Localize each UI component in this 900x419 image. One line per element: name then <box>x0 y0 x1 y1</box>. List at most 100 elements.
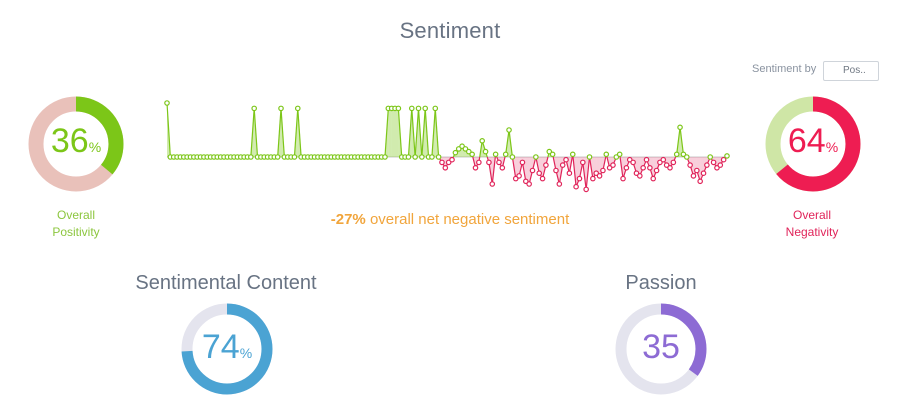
chart-point <box>419 154 425 160</box>
chart-point <box>549 151 556 158</box>
chart-point <box>647 165 653 171</box>
chart-point <box>469 151 475 158</box>
chart-point <box>502 151 509 158</box>
chart-point <box>251 105 257 112</box>
chart-point <box>291 154 298 160</box>
passion-ring <box>615 303 707 395</box>
chart-area-segment <box>388 108 392 157</box>
passion-title: Passion <box>625 272 697 294</box>
positivity-ring <box>28 96 124 192</box>
negativity-value: 64 <box>787 122 826 160</box>
chart-line-segment <box>585 156 591 190</box>
chart-point <box>694 167 700 174</box>
chart-point <box>519 159 526 166</box>
chart-line-segment <box>511 156 517 179</box>
negativity-label-line1: Overall <box>792 208 831 222</box>
chart-line-segment <box>588 156 594 179</box>
chart-point <box>660 156 667 163</box>
chart-area-segment <box>525 157 530 184</box>
chart-line-segment <box>676 127 681 155</box>
chart-point <box>405 154 412 160</box>
sentiment-sort-select[interactable]: Pos.. <box>823 61 879 81</box>
chart-point <box>717 162 724 168</box>
chart-line-segment <box>488 162 493 185</box>
chart-line-segment <box>424 108 430 158</box>
negativity-arc <box>765 96 861 192</box>
chart-point <box>164 100 170 106</box>
chart-area-segment <box>515 157 520 179</box>
chart-line-segment <box>521 162 527 182</box>
chart-point <box>382 154 388 160</box>
passion-arc <box>615 303 707 395</box>
net-sentiment-summary: -27% overall net negative sentiment <box>0 211 900 228</box>
chart-point <box>569 151 576 158</box>
chart-line-segment <box>558 164 564 185</box>
chart-point <box>472 165 479 171</box>
chart-line-segment <box>582 162 587 190</box>
chart-line-segment <box>572 156 577 187</box>
chart-point <box>449 156 455 163</box>
chart-line-segment <box>407 108 413 158</box>
positivity-donut: 36% <box>27 95 125 193</box>
chart-line-segment <box>397 108 403 158</box>
chart-point <box>486 159 492 166</box>
chart-point <box>573 183 579 190</box>
chart-point <box>687 162 693 168</box>
chart-line-segment <box>421 108 426 158</box>
chart-point <box>435 154 442 160</box>
chart-point <box>408 105 415 112</box>
chart-point <box>533 154 539 160</box>
negativity-ring <box>765 96 861 192</box>
chart-area-segment <box>700 157 704 182</box>
chart-area-segment <box>254 108 258 157</box>
chart-point <box>620 175 626 182</box>
negativity-label: Overall Negativity <box>766 207 858 241</box>
chart-line-segment <box>166 102 171 158</box>
chart-point <box>499 165 506 171</box>
chart-point <box>543 162 549 168</box>
chart-point <box>583 186 589 193</box>
chart-point <box>566 170 573 177</box>
chart-point <box>596 173 603 179</box>
chart-area-segment <box>686 157 691 166</box>
chart-area-segment <box>391 108 396 157</box>
chart-point <box>553 167 559 174</box>
positivity-arc <box>28 96 124 192</box>
chart-line-segment <box>277 108 282 158</box>
chart-point <box>720 156 727 163</box>
chart-point <box>563 156 569 163</box>
chart-point <box>707 154 714 160</box>
chart-point <box>630 159 636 166</box>
chart-point <box>586 154 593 160</box>
chart-point <box>529 167 536 174</box>
chart-line-segment <box>431 108 436 158</box>
chart-point <box>506 127 512 133</box>
positivity-label: Overall Positivity <box>30 207 122 241</box>
positivity-unit: % <box>88 139 102 155</box>
sentimental-content-ring <box>181 303 273 395</box>
chart-line-segment <box>679 127 685 155</box>
chart-line-segment <box>491 156 496 185</box>
net-sentiment-text: overall net negative sentiment <box>369 211 570 228</box>
chart-area-segment <box>706 157 711 166</box>
chart-point <box>492 151 499 158</box>
chart-point <box>509 154 516 160</box>
net-sentiment-value: -27% <box>330 211 366 228</box>
chart-area-segment <box>653 157 657 179</box>
chart-line-segment <box>280 108 285 158</box>
chart-point <box>576 175 583 182</box>
chart-point <box>476 159 482 166</box>
chart-point <box>395 105 402 112</box>
chart-point <box>690 173 697 179</box>
chart-line-segment <box>414 108 420 158</box>
sentiment-by-label: Sentiment by <box>752 63 817 75</box>
passion-value: 35 <box>642 328 680 366</box>
chart-point <box>670 159 677 166</box>
chart-line-segment <box>384 108 389 158</box>
negativity-unit: % <box>825 139 839 155</box>
chart-point <box>489 181 496 187</box>
chart-area-segment <box>620 157 624 179</box>
chart-point <box>673 151 680 158</box>
negativity-label-line2: Negativity <box>785 225 839 239</box>
chart-line-segment <box>250 108 255 158</box>
